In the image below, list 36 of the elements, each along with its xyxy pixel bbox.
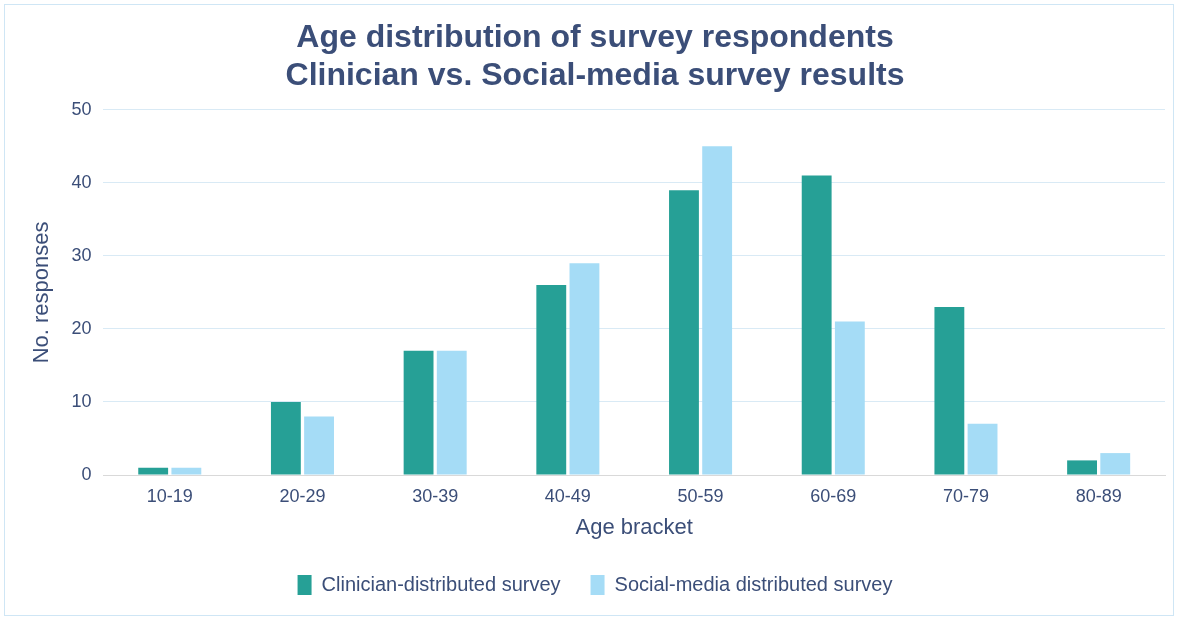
legend-label: Social-media distributed survey: [614, 572, 893, 595]
y-tick-label: 20: [71, 317, 92, 338]
bar: [702, 146, 733, 475]
x-tick-label: 70-79: [942, 485, 989, 506]
bar: [536, 285, 567, 475]
bar: [669, 190, 699, 475]
x-tick-label: 20-29: [279, 485, 326, 506]
bar: [801, 175, 832, 475]
x-tick-label: 40-49: [544, 485, 591, 506]
x-tick-label: 10-19: [146, 485, 193, 506]
bar: [569, 263, 600, 475]
bar: [436, 350, 467, 475]
bar: [403, 350, 434, 475]
text: Clinician vs. Social-media survey results: [285, 56, 905, 93]
legend-label: Clinician-distributed survey: [321, 572, 561, 595]
text: Age distribution of survey respondents: [296, 18, 894, 55]
bar: [304, 416, 334, 475]
y-axis-title: No. responses: [28, 221, 54, 364]
bar: [834, 321, 865, 475]
y-tick-label: 10: [71, 390, 92, 411]
bar: [270, 401, 301, 475]
x-tick-label: 80-89: [1075, 485, 1122, 506]
bar: [934, 307, 965, 475]
y-tick-label: 50: [71, 98, 92, 119]
bar: [138, 467, 169, 475]
x-tick-label: 60-69: [810, 485, 857, 506]
x-tick-label: 50-59: [677, 485, 724, 506]
x-axis-title: Age bracket: [575, 513, 693, 539]
x-tick-label: 30-39: [412, 485, 459, 506]
bar: [1100, 453, 1131, 475]
y-tick-label: 0: [81, 463, 92, 484]
bar: [171, 467, 202, 475]
bar: [967, 423, 998, 475]
y-tick-label: 40: [71, 171, 92, 192]
y-tick-label: 30: [71, 244, 92, 265]
bar: [1067, 460, 1097, 475]
